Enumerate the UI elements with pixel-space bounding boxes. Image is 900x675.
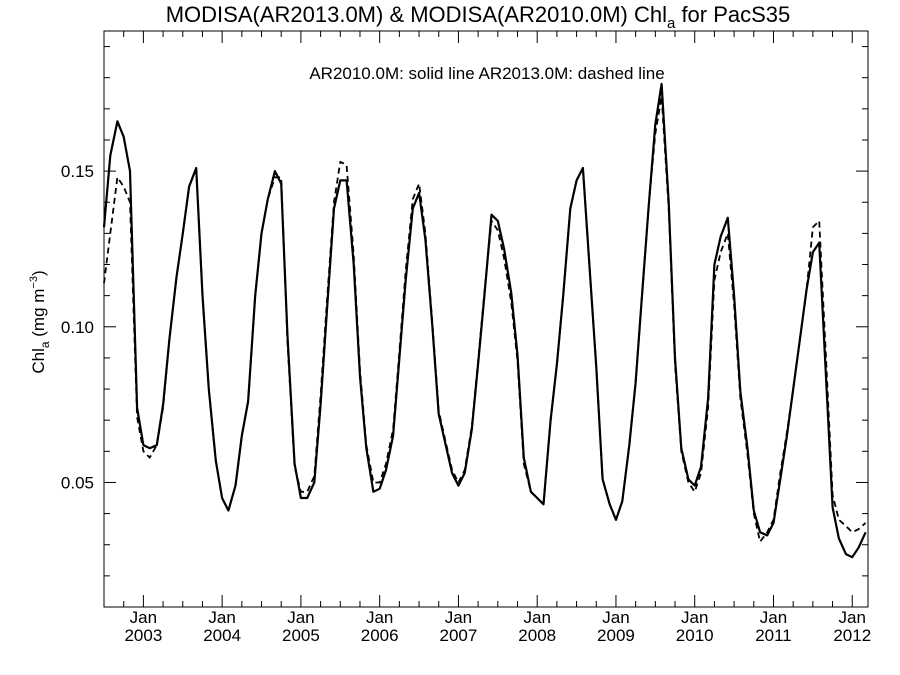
y-tick-label: 0.15	[61, 162, 94, 181]
y-axis-label-close: )	[29, 270, 48, 276]
x-tick-month-label: Jan	[523, 608, 550, 627]
y-axis-label-subscript: a	[38, 341, 52, 348]
y-tick-label: 0.10	[61, 318, 94, 337]
x-tick-month-label: Jan	[839, 608, 866, 627]
x-tick-year-label: 2004	[203, 626, 241, 645]
x-tick-year-label: 2006	[361, 626, 399, 645]
axis-ticks	[104, 31, 868, 607]
x-tick-year-label: 2010	[676, 626, 714, 645]
series-lines	[102, 82, 867, 559]
line-style-annotation: AR2010.0M: solid line AR2013.0M: dashed …	[309, 64, 664, 83]
y-axis-label-main: Chl	[29, 348, 48, 374]
x-tick-year-label: 2007	[440, 626, 478, 645]
x-tick-month-label: Jan	[760, 608, 787, 627]
x-tick-year-label: 2005	[282, 626, 320, 645]
y-axis-label-superscript: −3	[28, 276, 40, 289]
x-tick-year-label: 2003	[124, 626, 162, 645]
chart-title-main: MODISA(AR2013.0M) & MODISA(AR2010.0M) Ch…	[166, 2, 667, 27]
y-axis-label: Chla (mg m−3)	[28, 270, 52, 373]
x-tick-month-label: Jan	[681, 608, 708, 627]
x-tick-month-label: Jan	[366, 608, 393, 627]
y-axis-label-unit: (mg m	[29, 289, 48, 342]
plot-frame	[103, 30, 869, 608]
chart-title-subscript: a	[667, 15, 676, 32]
x-tick-year-label: 2011	[755, 626, 792, 645]
x-tick-year-label: 2008	[518, 626, 556, 645]
x-tick-month-label: Jan	[208, 608, 235, 627]
chart-title: MODISA(AR2013.0M) & MODISA(AR2010.0M) Ch…	[166, 2, 791, 32]
series-ar2013-dashed-line	[103, 95, 867, 543]
x-tick-month-label: Jan	[130, 608, 157, 627]
x-tick-month-label: Jan	[602, 608, 629, 627]
x-tick-month-label: Jan	[445, 608, 472, 627]
chart-title-tail: for PacS35	[675, 2, 790, 27]
axis-tick-labels: 0.050.100.15Jan2003Jan2004Jan2005Jan2006…	[61, 162, 871, 645]
x-tick-year-label: 2012	[833, 626, 871, 645]
x-tick-month-label: Jan	[287, 608, 314, 627]
y-tick-label: 0.05	[61, 473, 94, 492]
x-tick-year-label: 2009	[597, 626, 635, 645]
